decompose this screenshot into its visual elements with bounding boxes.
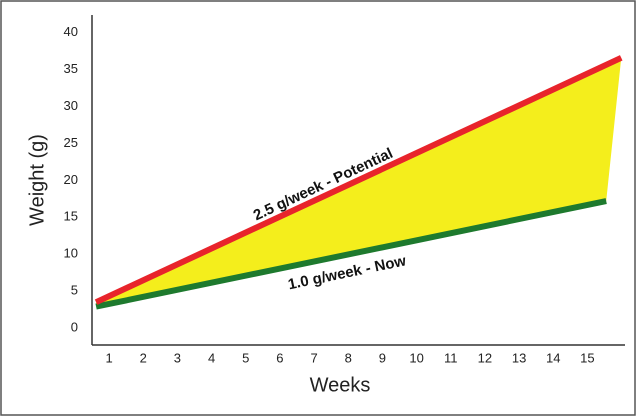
y-tick-label: 40 (64, 24, 78, 39)
y-tick-label: 15 (64, 209, 78, 224)
x-tick-label: 2 (140, 350, 147, 365)
y-tick-label: 0 (71, 319, 78, 334)
y-tick-label: 35 (64, 61, 78, 76)
x-axis-title: Weeks (310, 374, 371, 396)
x-tick-label: 7 (310, 350, 317, 365)
x-tick-label: 14 (546, 350, 560, 365)
x-tick-label: 10 (409, 350, 423, 365)
x-tick-label: 13 (512, 350, 526, 365)
x-tick-label: 4 (208, 350, 215, 365)
series-line (95, 198, 607, 310)
x-tick-label: 8 (345, 350, 352, 365)
series-line (94, 55, 623, 305)
x-tick-label: 12 (478, 350, 492, 365)
y-tick-label: 25 (64, 135, 78, 150)
y-tick-label: 20 (64, 172, 78, 187)
x-tick-label: 9 (379, 350, 386, 365)
x-tick-label: 5 (242, 350, 249, 365)
x-tick-label: 11 (444, 350, 458, 365)
y-tick-label: 10 (64, 246, 78, 261)
y-tick-label: 5 (71, 283, 78, 298)
y-axis-title: Weight (g) (26, 134, 48, 226)
x-tick-label: 1 (105, 350, 112, 365)
x-tick-label: 6 (276, 350, 283, 365)
x-tick-label: 3 (174, 350, 181, 365)
y-tick-label: 30 (64, 98, 78, 113)
x-tick-label: 15 (580, 350, 594, 365)
